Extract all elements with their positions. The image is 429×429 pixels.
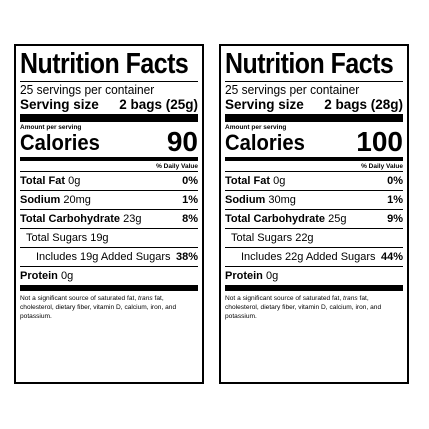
total-sugars-row: Total Sugars 22g bbox=[225, 229, 403, 248]
total-carb-amount: 25g bbox=[328, 213, 347, 225]
added-sugars-row: Includes 22g Added Sugars 44% bbox=[225, 248, 403, 267]
footnote-text-2: fat, cholesterol, dietary fiber, vitamin… bbox=[225, 295, 382, 320]
footnote-text-1: Not a significant source of saturated fa… bbox=[20, 295, 137, 302]
footnote-italic: trans bbox=[343, 295, 358, 302]
total-fat-amount: 0g bbox=[68, 175, 81, 187]
added-sugars: Includes 22g Added Sugars bbox=[241, 251, 376, 263]
daily-value-header: % Daily Value bbox=[20, 161, 198, 172]
sodium-amount: 20mg bbox=[63, 194, 91, 206]
serving-size-label: Serving size bbox=[225, 97, 304, 112]
servings-per-container: 25 servings per container bbox=[20, 82, 155, 97]
divider bbox=[225, 81, 403, 82]
sodium-amount: 30mg bbox=[268, 194, 296, 206]
added-sugars-dv: 38% bbox=[175, 251, 198, 263]
serving-size-value: 2 bags (25g) bbox=[119, 97, 198, 112]
calories-label: Calories bbox=[225, 130, 305, 155]
sodium-row: Sodium 20mg 1% bbox=[20, 191, 198, 210]
protein-row: Protein 0g bbox=[225, 267, 403, 285]
total-sugars-row: Total Sugars 19g bbox=[20, 229, 198, 248]
total-fat-dv: 0% bbox=[387, 175, 403, 187]
serving-size-row: Serving size 2 bags (28g) bbox=[225, 97, 403, 112]
panel-title: Nutrition Facts bbox=[20, 48, 189, 80]
protein-amount: 0g bbox=[265, 270, 279, 282]
panel-title: Nutrition Facts bbox=[225, 48, 394, 80]
thick-divider bbox=[20, 114, 198, 122]
footnote: Not a significant source of saturated fa… bbox=[20, 294, 198, 321]
footnote-text-1: Not a significant source of saturated fa… bbox=[225, 295, 342, 302]
medium-divider bbox=[225, 157, 403, 161]
total-carb-row: Total Carbohydrate 23g 8% bbox=[20, 210, 198, 229]
servings-per-container: 25 servings per container bbox=[225, 82, 360, 97]
footnote-text-2: fat, cholesterol, dietary fiber, vitamin… bbox=[20, 295, 177, 320]
sodium-dv: 1% bbox=[387, 194, 403, 206]
total-fat-amount: 0g bbox=[273, 175, 286, 187]
serving-size-label: Serving size bbox=[20, 97, 99, 112]
nutrition-panel-left: Nutrition Facts 25 servings per containe… bbox=[14, 44, 204, 384]
total-fat-label: Total Fat bbox=[225, 175, 271, 187]
total-carb-dv: 9% bbox=[387, 213, 403, 225]
amount-per-serving: Amount per serving bbox=[20, 124, 82, 131]
protein-label: Protein bbox=[20, 270, 58, 282]
total-fat-row: Total Fat 0g 0% bbox=[225, 172, 403, 191]
calories-row: Calories 90 bbox=[20, 126, 198, 157]
amount-per-serving: Amount per serving bbox=[225, 124, 287, 131]
calories-row: Calories 100 bbox=[225, 126, 403, 157]
divider bbox=[20, 81, 198, 82]
sodium-row: Sodium 30mg 1% bbox=[225, 191, 403, 210]
total-fat-label: Total Fat bbox=[20, 175, 66, 187]
total-carb-dv: 8% bbox=[182, 213, 198, 225]
daily-value-header: % Daily Value bbox=[225, 161, 403, 172]
total-carb-row: Total Carbohydrate 25g 9% bbox=[225, 210, 403, 229]
total-fat-row: Total Fat 0g 0% bbox=[20, 172, 198, 191]
calories-value: 90 bbox=[166, 126, 198, 157]
total-sugars: Total Sugars 22g bbox=[231, 232, 314, 244]
footnote-italic: trans bbox=[138, 295, 153, 302]
sodium-label: Sodium bbox=[20, 194, 61, 206]
sodium-label: Sodium bbox=[225, 194, 266, 206]
sodium-dv: 1% bbox=[182, 194, 198, 206]
thick-divider-bottom bbox=[225, 285, 403, 291]
serving-size-value: 2 bags (28g) bbox=[324, 97, 403, 112]
added-sugars-dv: 44% bbox=[380, 251, 403, 263]
footnote: Not a significant source of saturated fa… bbox=[225, 294, 403, 321]
nutrition-panel-right: Nutrition Facts 25 servings per containe… bbox=[219, 44, 409, 384]
total-sugars: Total Sugars 19g bbox=[26, 232, 109, 244]
added-sugars-row: Includes 19g Added Sugars 38% bbox=[20, 248, 198, 267]
medium-divider bbox=[20, 157, 198, 161]
added-sugars: Includes 19g Added Sugars bbox=[36, 251, 171, 263]
protein-label: Protein bbox=[225, 270, 263, 282]
total-fat-dv: 0% bbox=[182, 175, 198, 187]
thick-divider bbox=[225, 114, 403, 122]
serving-size-row: Serving size 2 bags (25g) bbox=[20, 97, 198, 112]
thick-divider-bottom bbox=[20, 285, 198, 291]
protein-amount: 0g bbox=[60, 270, 74, 282]
protein-row: Protein 0g bbox=[20, 267, 198, 285]
total-carb-label: Total Carbohydrate bbox=[20, 213, 121, 225]
calories-label: Calories bbox=[20, 130, 100, 155]
total-carb-amount: 23g bbox=[123, 213, 142, 225]
total-carb-label: Total Carbohydrate bbox=[225, 213, 326, 225]
calories-value: 100 bbox=[356, 126, 403, 157]
